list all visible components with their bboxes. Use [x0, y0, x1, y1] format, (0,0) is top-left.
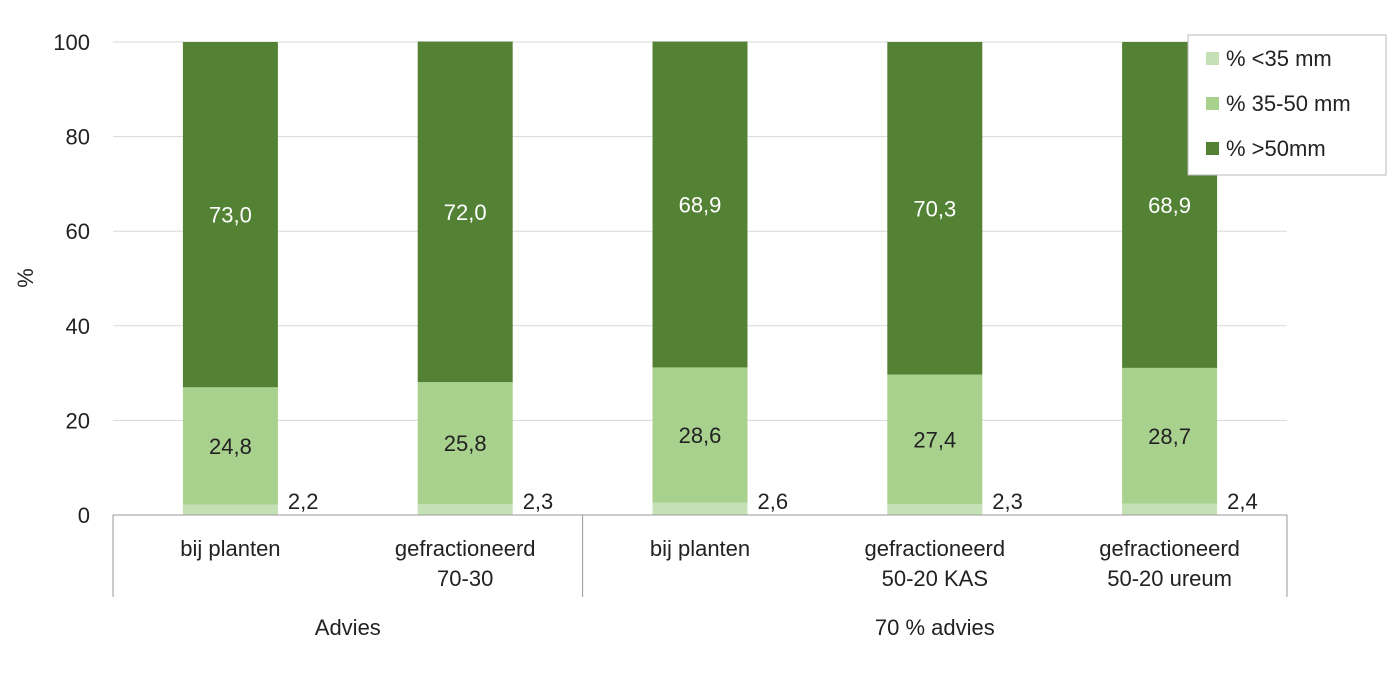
y-tick-label: 100 — [53, 30, 90, 55]
bar-segment-1 — [182, 387, 278, 505]
x-tick-label: gefractioneerd — [395, 536, 536, 561]
legend-label: % <35 mm — [1226, 46, 1332, 71]
y-tick-label: 80 — [66, 125, 90, 150]
data-label: 28,7 — [1148, 424, 1191, 449]
legend-swatch — [1206, 97, 1219, 110]
y-tick-label: 60 — [66, 219, 90, 244]
bar-segment-0 — [182, 504, 278, 515]
x-tick-label: bij planten — [650, 536, 750, 561]
data-label: 73,0 — [209, 203, 252, 228]
bar-segment-1 — [417, 382, 513, 505]
legend-label: % >50mm — [1226, 136, 1326, 161]
x-tick-label: 70-30 — [437, 566, 493, 591]
x-tick-label: 50-20 ureum — [1107, 566, 1232, 591]
x-tick-label: 50-20 KAS — [882, 566, 988, 591]
legend-swatch — [1206, 142, 1219, 155]
y-tick-label: 40 — [66, 314, 90, 339]
legend — [1187, 34, 1387, 176]
data-label: 2,4 — [1227, 489, 1258, 514]
data-label: 72,0 — [444, 200, 487, 225]
bar-segment-0 — [417, 504, 513, 515]
bar-segment-1 — [652, 367, 748, 503]
y-tick-label: 0 — [78, 503, 90, 528]
data-label: 68,9 — [679, 192, 722, 217]
bar-segment-2 — [182, 42, 278, 388]
y-tick-label: 20 — [66, 408, 90, 433]
legend-swatch — [1206, 52, 1219, 65]
data-label: 2,3 — [523, 489, 554, 514]
group-label: Advies — [315, 615, 381, 640]
data-label: 2,3 — [992, 489, 1023, 514]
legend-label: % 35-50 mm — [1226, 91, 1351, 116]
data-label: 25,8 — [444, 431, 487, 456]
x-tick-label: gefractioneerd — [864, 536, 1005, 561]
bar-segment-1 — [887, 374, 983, 505]
bar-segment-2 — [652, 41, 748, 368]
y-axis-label: % — [13, 268, 38, 288]
data-label: 2,6 — [758, 489, 789, 514]
data-label: 68,9 — [1148, 193, 1191, 218]
data-label: 27,4 — [913, 427, 956, 452]
x-tick-label: gefractioneerd — [1099, 536, 1240, 561]
bar-segment-2 — [417, 41, 513, 383]
x-tick-label: bij planten — [180, 536, 280, 561]
bar-segment-2 — [887, 42, 983, 375]
data-label: 70,3 — [913, 196, 956, 221]
group-label: 70 % advies — [875, 615, 995, 640]
bar-segment-1 — [1122, 367, 1218, 504]
data-label: 28,6 — [679, 423, 722, 448]
bar-segment-0 — [1122, 503, 1218, 515]
data-label: 24,8 — [209, 434, 252, 459]
data-label: 2,2 — [288, 489, 319, 514]
bar-segment-0 — [887, 504, 983, 515]
bar-segment-0 — [652, 502, 748, 515]
